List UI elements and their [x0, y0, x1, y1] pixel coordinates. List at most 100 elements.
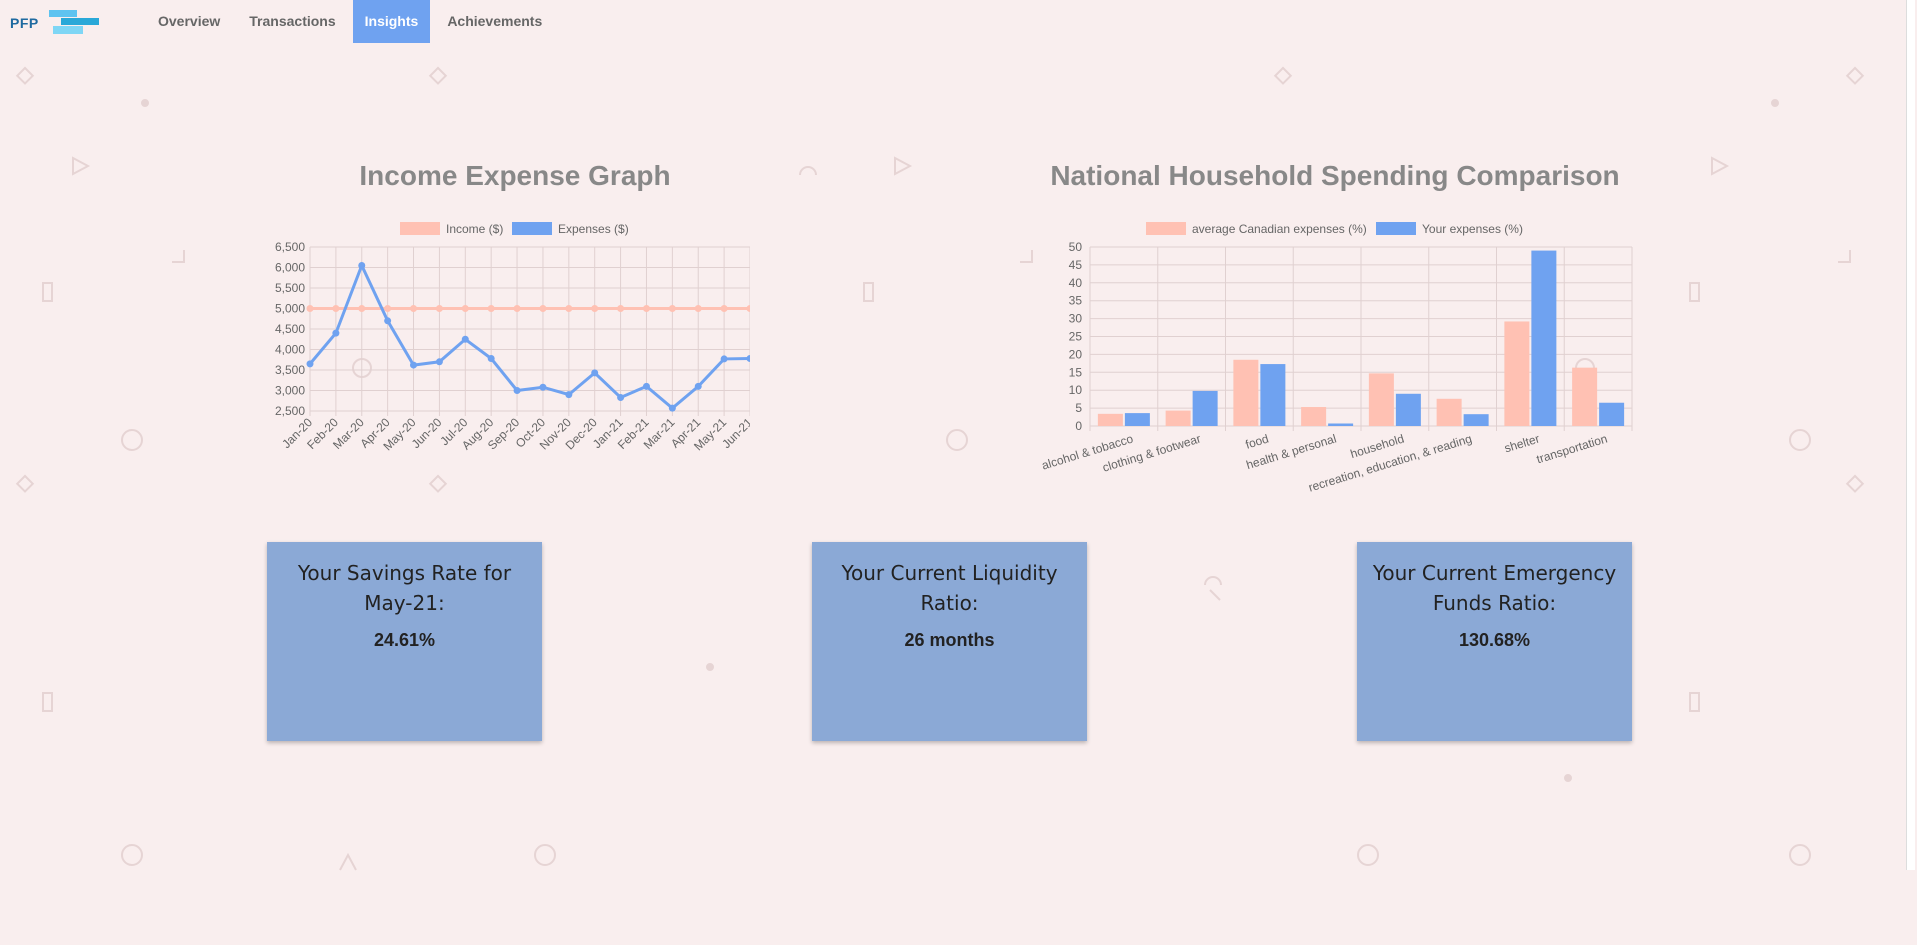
- logo-mark-icon: [48, 10, 99, 34]
- income-y-tick: 5,000: [275, 302, 305, 316]
- legend-income-label: Income ($): [446, 222, 503, 236]
- bar-canadian: [1301, 407, 1327, 426]
- point-income: [642, 305, 650, 312]
- point-expenses: [435, 358, 443, 366]
- point-income: [332, 305, 340, 312]
- bar-yours: [1599, 402, 1625, 426]
- point-income: [461, 305, 469, 312]
- bar-canadian: [1504, 321, 1530, 426]
- emergency-funds-value: 130.68%: [1458, 630, 1531, 650]
- point-income: [720, 305, 728, 312]
- point-expenses: [487, 355, 495, 363]
- nav-overview[interactable]: Overview: [158, 13, 221, 29]
- legend-yours-swatch: [1376, 222, 1416, 235]
- main-nav: Overview Transactions Insights Achieveme…: [146, 0, 554, 43]
- legend-canadian-swatch: [1146, 222, 1186, 235]
- point-income: [565, 305, 573, 312]
- logo-text: PFP: [10, 15, 39, 31]
- legend-yours-label: Your expenses (%): [1422, 222, 1523, 236]
- series-line-expenses: [308, 261, 750, 411]
- spending-y-tick: 45: [1069, 258, 1083, 272]
- point-expenses: [410, 361, 418, 369]
- bar-canadian: [1233, 359, 1259, 426]
- nav-achievements[interactable]: Achievements: [447, 13, 543, 29]
- spending-y-tick: 10: [1069, 383, 1083, 397]
- bar-canadian: [1368, 373, 1394, 426]
- legend-income-swatch: [400, 222, 440, 235]
- spending-x-tick: food: [1244, 431, 1270, 451]
- point-expenses: [746, 355, 750, 363]
- point-income: [617, 305, 625, 312]
- spending-y-tick: 20: [1069, 347, 1083, 361]
- bar-yours: [1124, 413, 1150, 426]
- point-income: [384, 305, 392, 312]
- income-y-tick: 6,000: [275, 261, 305, 275]
- point-income: [410, 305, 418, 312]
- income-y-tick: 6,500: [275, 240, 305, 254]
- spending-comparison-chart: average Canadian expenses (%) Your expens…: [1040, 222, 1633, 495]
- spending-y-tick: 5: [1075, 401, 1082, 415]
- point-income: [668, 305, 676, 312]
- point-income: [306, 305, 314, 312]
- legend-expenses-label: Expenses ($): [558, 222, 629, 236]
- income-x-tick: Jun-20: [409, 415, 445, 451]
- point-income: [513, 305, 521, 312]
- income-y-tick: 3,500: [275, 363, 305, 377]
- point-expenses: [642, 382, 650, 390]
- bar-canadian: [1097, 413, 1123, 426]
- point-expenses: [332, 329, 340, 337]
- page-scrollbar[interactable]: [1906, 0, 1915, 870]
- spending-y-tick: 15: [1069, 365, 1083, 379]
- income-chart-title: Income Expense Graph: [359, 160, 671, 191]
- legend-expenses-swatch: [512, 222, 552, 235]
- top-navbar: PFP Overview Transactions Insights Achie…: [0, 0, 1917, 43]
- bar-yours: [1192, 390, 1218, 426]
- bar-yours: [1395, 393, 1421, 426]
- point-income: [487, 305, 495, 312]
- income-y-tick: 4,500: [275, 322, 305, 336]
- point-expenses: [539, 383, 547, 391]
- point-expenses: [306, 360, 314, 368]
- point-expenses: [694, 382, 702, 390]
- spending-y-tick: 30: [1069, 312, 1083, 326]
- nav-transactions[interactable]: Transactions: [249, 13, 336, 29]
- bar-canadian: [1436, 398, 1462, 426]
- bar-canadian: [1572, 367, 1598, 426]
- savings-rate-title: Your Savings Rate for May-21:: [297, 561, 512, 615]
- income-chart-legend: Income ($) Expenses ($): [400, 222, 629, 236]
- income-y-tick: 5,500: [275, 281, 305, 295]
- point-income: [746, 305, 750, 312]
- point-expenses: [720, 355, 728, 363]
- emergency-funds-title: Your Current Emergency Funds Ratio:: [1372, 561, 1617, 615]
- liquidity-ratio-card: Your Current Liquidity Ratio: 26 months: [812, 542, 1087, 741]
- income-y-tick: 2,500: [275, 404, 305, 418]
- spending-x-tick: transportation: [1535, 431, 1609, 466]
- nav-insights[interactable]: Insights: [352, 0, 431, 43]
- point-income: [358, 305, 366, 312]
- savings-rate-card: Your Savings Rate for May-21: 24.61%: [267, 542, 542, 741]
- spending-chart-legend: average Canadian expenses (%) Your expens…: [1146, 222, 1523, 236]
- income-y-tick: 4,000: [275, 343, 305, 357]
- bar-yours: [1531, 250, 1557, 426]
- point-expenses: [384, 317, 392, 325]
- savings-rate-value: 24.61%: [373, 630, 436, 650]
- point-income: [694, 305, 702, 312]
- income-y-tick: 3,000: [275, 384, 305, 398]
- spending-y-tick: 0: [1075, 419, 1082, 433]
- spending-chart-title: National Household Spending Comparison: [1050, 160, 1620, 191]
- bar-canadian: [1165, 410, 1191, 426]
- point-expenses: [617, 393, 625, 401]
- point-expenses: [591, 369, 599, 377]
- point-income: [435, 305, 443, 312]
- point-expenses: [565, 391, 573, 399]
- emergency-funds-card: Your Current Emergency Funds Ratio: 130.…: [1357, 542, 1632, 741]
- bar-yours: [1463, 414, 1489, 426]
- liquidity-ratio-value: 26 months: [904, 630, 995, 650]
- point-expenses: [461, 335, 469, 343]
- point-expenses: [358, 261, 366, 269]
- liquidity-ratio-title: Your Current Liquidity Ratio:: [841, 561, 1058, 615]
- app-logo[interactable]: PFP: [10, 10, 99, 36]
- spending-y-tick: 50: [1069, 240, 1083, 254]
- point-expenses: [513, 387, 521, 394]
- spending-y-tick: 40: [1069, 276, 1083, 290]
